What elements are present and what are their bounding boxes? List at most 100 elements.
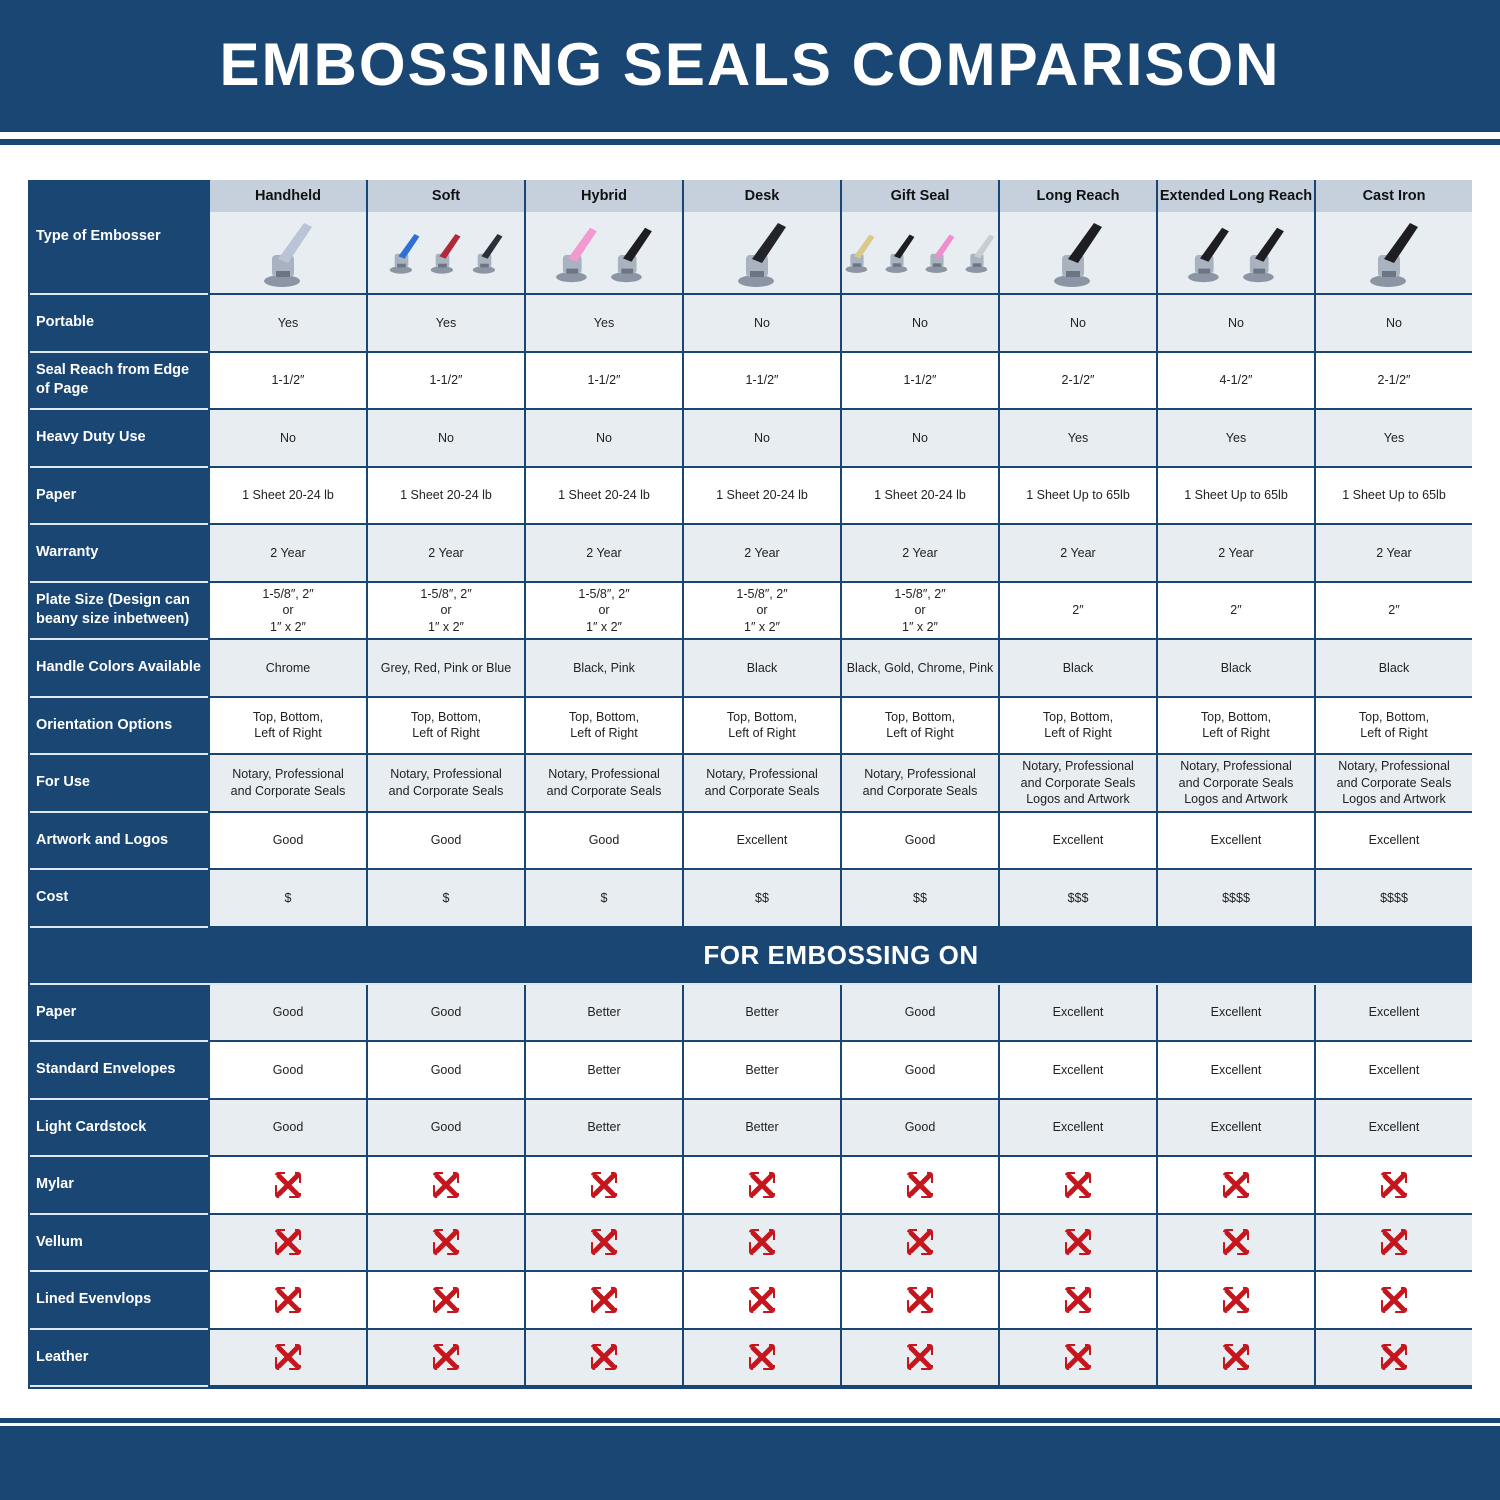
table-cell: Notary, Professional and Corporate Seals…	[1156, 755, 1314, 813]
table-cell: No	[1314, 295, 1472, 353]
red-x-icon	[907, 1344, 933, 1371]
table-cell: 1-5/8″, 2″ or 1″ x 2″	[524, 582, 682, 640]
table-cell: Excellent	[998, 812, 1156, 870]
row-label: Plate Size (Design can beany size inbetw…	[30, 582, 208, 640]
cell-value: Black	[1062, 660, 1094, 675]
red-x-icon	[749, 1171, 775, 1198]
table-cell: 1-1/2″	[366, 352, 524, 410]
red-x-icon	[591, 1171, 617, 1198]
cell-value: Yes	[1383, 430, 1405, 445]
cell-value: 1-1/2″	[429, 373, 463, 387]
cell-value: 2-1/2″	[1377, 373, 1411, 387]
cell-value: $$$$	[1222, 890, 1250, 905]
cell-value: Excellent	[1052, 833, 1104, 847]
cell-value: Grey, Red, Pink or Blue	[380, 660, 512, 675]
cell-value: No	[1070, 315, 1086, 330]
table-cell: Better	[524, 1099, 682, 1157]
row-label: Vellum	[30, 1214, 208, 1272]
cell-value: 2″	[1072, 603, 1084, 617]
cell-value: Excellent	[1210, 1120, 1262, 1134]
cell-value: Black	[1220, 660, 1252, 675]
not-supported-cell	[524, 1214, 682, 1272]
section-header: FOR EMBOSSING ON	[30, 927, 1472, 985]
table-cell: No	[840, 410, 998, 468]
table-cell: 2 Year	[524, 525, 682, 583]
cell-value: 1-1/2″	[903, 373, 937, 387]
table-cell: 1 Sheet 20-24 lb	[208, 467, 366, 525]
table-cell: $	[524, 870, 682, 928]
row-label: Paper	[30, 984, 208, 1042]
cell-value: Excellent	[1368, 1062, 1420, 1077]
cell-value: Yes	[593, 315, 615, 330]
red-x-icon	[749, 1229, 775, 1256]
table-cell: Black, Gold, Chrome, Pink	[840, 640, 998, 698]
cell-value: $$$	[1067, 890, 1089, 905]
page-title: EMBOSSING SEALS COMPARISON	[219, 30, 1281, 98]
cell-value: 1 Sheet Up to 65lb	[1184, 488, 1288, 502]
red-x-icon	[1223, 1171, 1249, 1198]
table-cell: 2 Year	[840, 525, 998, 583]
red-x-icon	[1223, 1286, 1249, 1313]
table-cell: Top, Bottom, Left of Right	[208, 697, 366, 755]
red-x-icon	[433, 1229, 459, 1256]
embosser-icon	[885, 234, 915, 274]
table-cell: 1-1/2″	[524, 352, 682, 410]
table-cell: Yes	[524, 295, 682, 353]
cell-value: Notary, Professional and Corporate Seals	[862, 767, 978, 798]
table-cell: Excellent	[998, 1042, 1156, 1100]
red-x-icon	[1381, 1286, 1407, 1313]
cell-value: Top, Bottom, Left of Right	[410, 709, 482, 741]
table-cell: Excellent	[1314, 984, 1472, 1042]
cell-value: Good	[430, 833, 462, 847]
row-label: For Use	[30, 755, 208, 813]
table-cell: Excellent	[1156, 1099, 1314, 1157]
red-x-icon	[275, 1229, 301, 1256]
table-cell: $$$$	[1156, 870, 1314, 928]
red-x-icon	[907, 1171, 933, 1198]
cell-value: 1 Sheet Up to 65lb	[1342, 488, 1446, 502]
red-x-icon	[1381, 1229, 1407, 1256]
cell-value: Top, Bottom, Left of Right	[252, 709, 324, 741]
not-supported-cell	[1156, 1214, 1314, 1272]
embosser-icon	[431, 234, 461, 274]
cell-value: 1-5/8″, 2″ or 1″ x 2″	[420, 586, 472, 634]
table-cell: Top, Bottom, Left of Right	[1314, 697, 1472, 755]
not-supported-cell	[998, 1157, 1156, 1215]
red-x-icon	[275, 1344, 301, 1371]
table-cell: 2 Year	[998, 525, 1156, 583]
table-cell: 1 Sheet Up to 65lb	[1314, 467, 1472, 525]
table-cell: 1-5/8″, 2″ or 1″ x 2″	[682, 582, 840, 640]
table-cell: Good	[366, 812, 524, 870]
cell-value: Good	[272, 1120, 304, 1134]
cell-value: $	[284, 890, 292, 905]
embosser-icon	[1054, 223, 1102, 287]
footer-banner	[0, 1426, 1500, 1500]
table-cell: Excellent	[998, 984, 1156, 1042]
row-label: Heavy Duty Use	[30, 410, 208, 468]
embosser-image	[1156, 212, 1314, 295]
red-x-icon	[1381, 1171, 1407, 1198]
table-cell: 2 Year	[208, 525, 366, 583]
cell-value: Better	[587, 1120, 621, 1134]
cell-value: Excellent	[1368, 1120, 1420, 1134]
embosser-image	[682, 212, 840, 295]
cell-value: No	[1228, 315, 1244, 330]
cell-value: 1-5/8″, 2″ or 1″ x 2″	[578, 586, 630, 634]
red-x-icon	[433, 1286, 459, 1313]
cell-value: Good	[272, 833, 304, 847]
embosser-icon	[389, 234, 420, 274]
table-cell: Good	[840, 1042, 998, 1100]
cell-value: Excellent	[1210, 833, 1262, 847]
cell-value: Excellent	[1368, 1005, 1420, 1019]
cell-value: Good	[272, 1062, 304, 1077]
table-cell: Excellent	[1314, 812, 1472, 870]
embosser-icon	[965, 234, 995, 274]
not-supported-cell	[1156, 1157, 1314, 1215]
not-supported-cell	[998, 1214, 1156, 1272]
embosser-icon	[1188, 227, 1229, 282]
table-cell: Excellent	[1314, 1042, 1472, 1100]
cell-value: Yes	[277, 315, 299, 330]
table-cell: No	[208, 410, 366, 468]
red-x-icon	[591, 1229, 617, 1256]
column-header: Gift Seal	[840, 180, 998, 212]
